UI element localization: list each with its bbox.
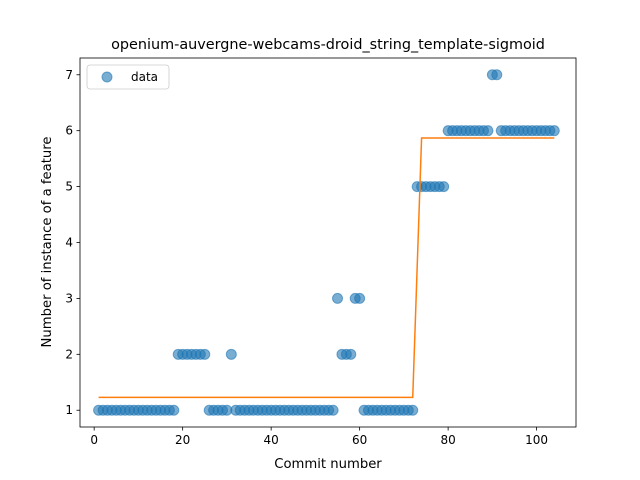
- sigmoid-fit-line: [98, 137, 555, 399]
- y-tick-label-5: 5: [65, 180, 73, 194]
- plot-area: [93, 69, 560, 416]
- chart-title: openium-auvergne-webcams-droid_string_te…: [111, 37, 545, 53]
- y-tick-label-7: 7: [65, 68, 73, 82]
- x-tick-label-100: 100: [525, 433, 548, 447]
- data-point-55: [332, 292, 344, 304]
- data-point-18: [168, 404, 180, 416]
- legend-label-data: data: [131, 70, 158, 84]
- x-axis-label: Commit number: [274, 457, 382, 472]
- x-tick-label-40: 40: [264, 433, 279, 447]
- x-tick-label-60: 60: [352, 433, 367, 447]
- data-point-25: [199, 348, 211, 360]
- legend-marker-data: [101, 71, 113, 83]
- x-tick-label-80: 80: [440, 433, 455, 447]
- y-tick-label-2: 2: [65, 347, 73, 361]
- data-point-31: [225, 348, 237, 360]
- y-axis: 1 2 3 4 5 6 7: [65, 68, 80, 417]
- data-point-79: [438, 181, 450, 193]
- data-point-58: [345, 348, 357, 360]
- y-tick-label-4: 4: [65, 236, 73, 250]
- x-tick-label-20: 20: [175, 433, 190, 447]
- legend: data: [86, 64, 170, 90]
- y-tick-label-6: 6: [65, 124, 73, 138]
- data-point-72: [407, 404, 419, 416]
- data-point-54: [327, 404, 339, 416]
- x-axis: 0 20 40 60 80 100: [90, 427, 548, 447]
- data-point-89: [482, 125, 494, 137]
- x-tick-label-0: 0: [90, 433, 98, 447]
- data-point-60: [354, 292, 366, 304]
- legend-box: [86, 64, 170, 90]
- y-tick-label-3: 3: [65, 291, 73, 305]
- data-point-91: [491, 69, 503, 81]
- y-tick-label-1: 1: [65, 403, 73, 417]
- y-axis-label: Number of instance of a feature: [40, 137, 55, 348]
- data-point-104: [548, 125, 560, 137]
